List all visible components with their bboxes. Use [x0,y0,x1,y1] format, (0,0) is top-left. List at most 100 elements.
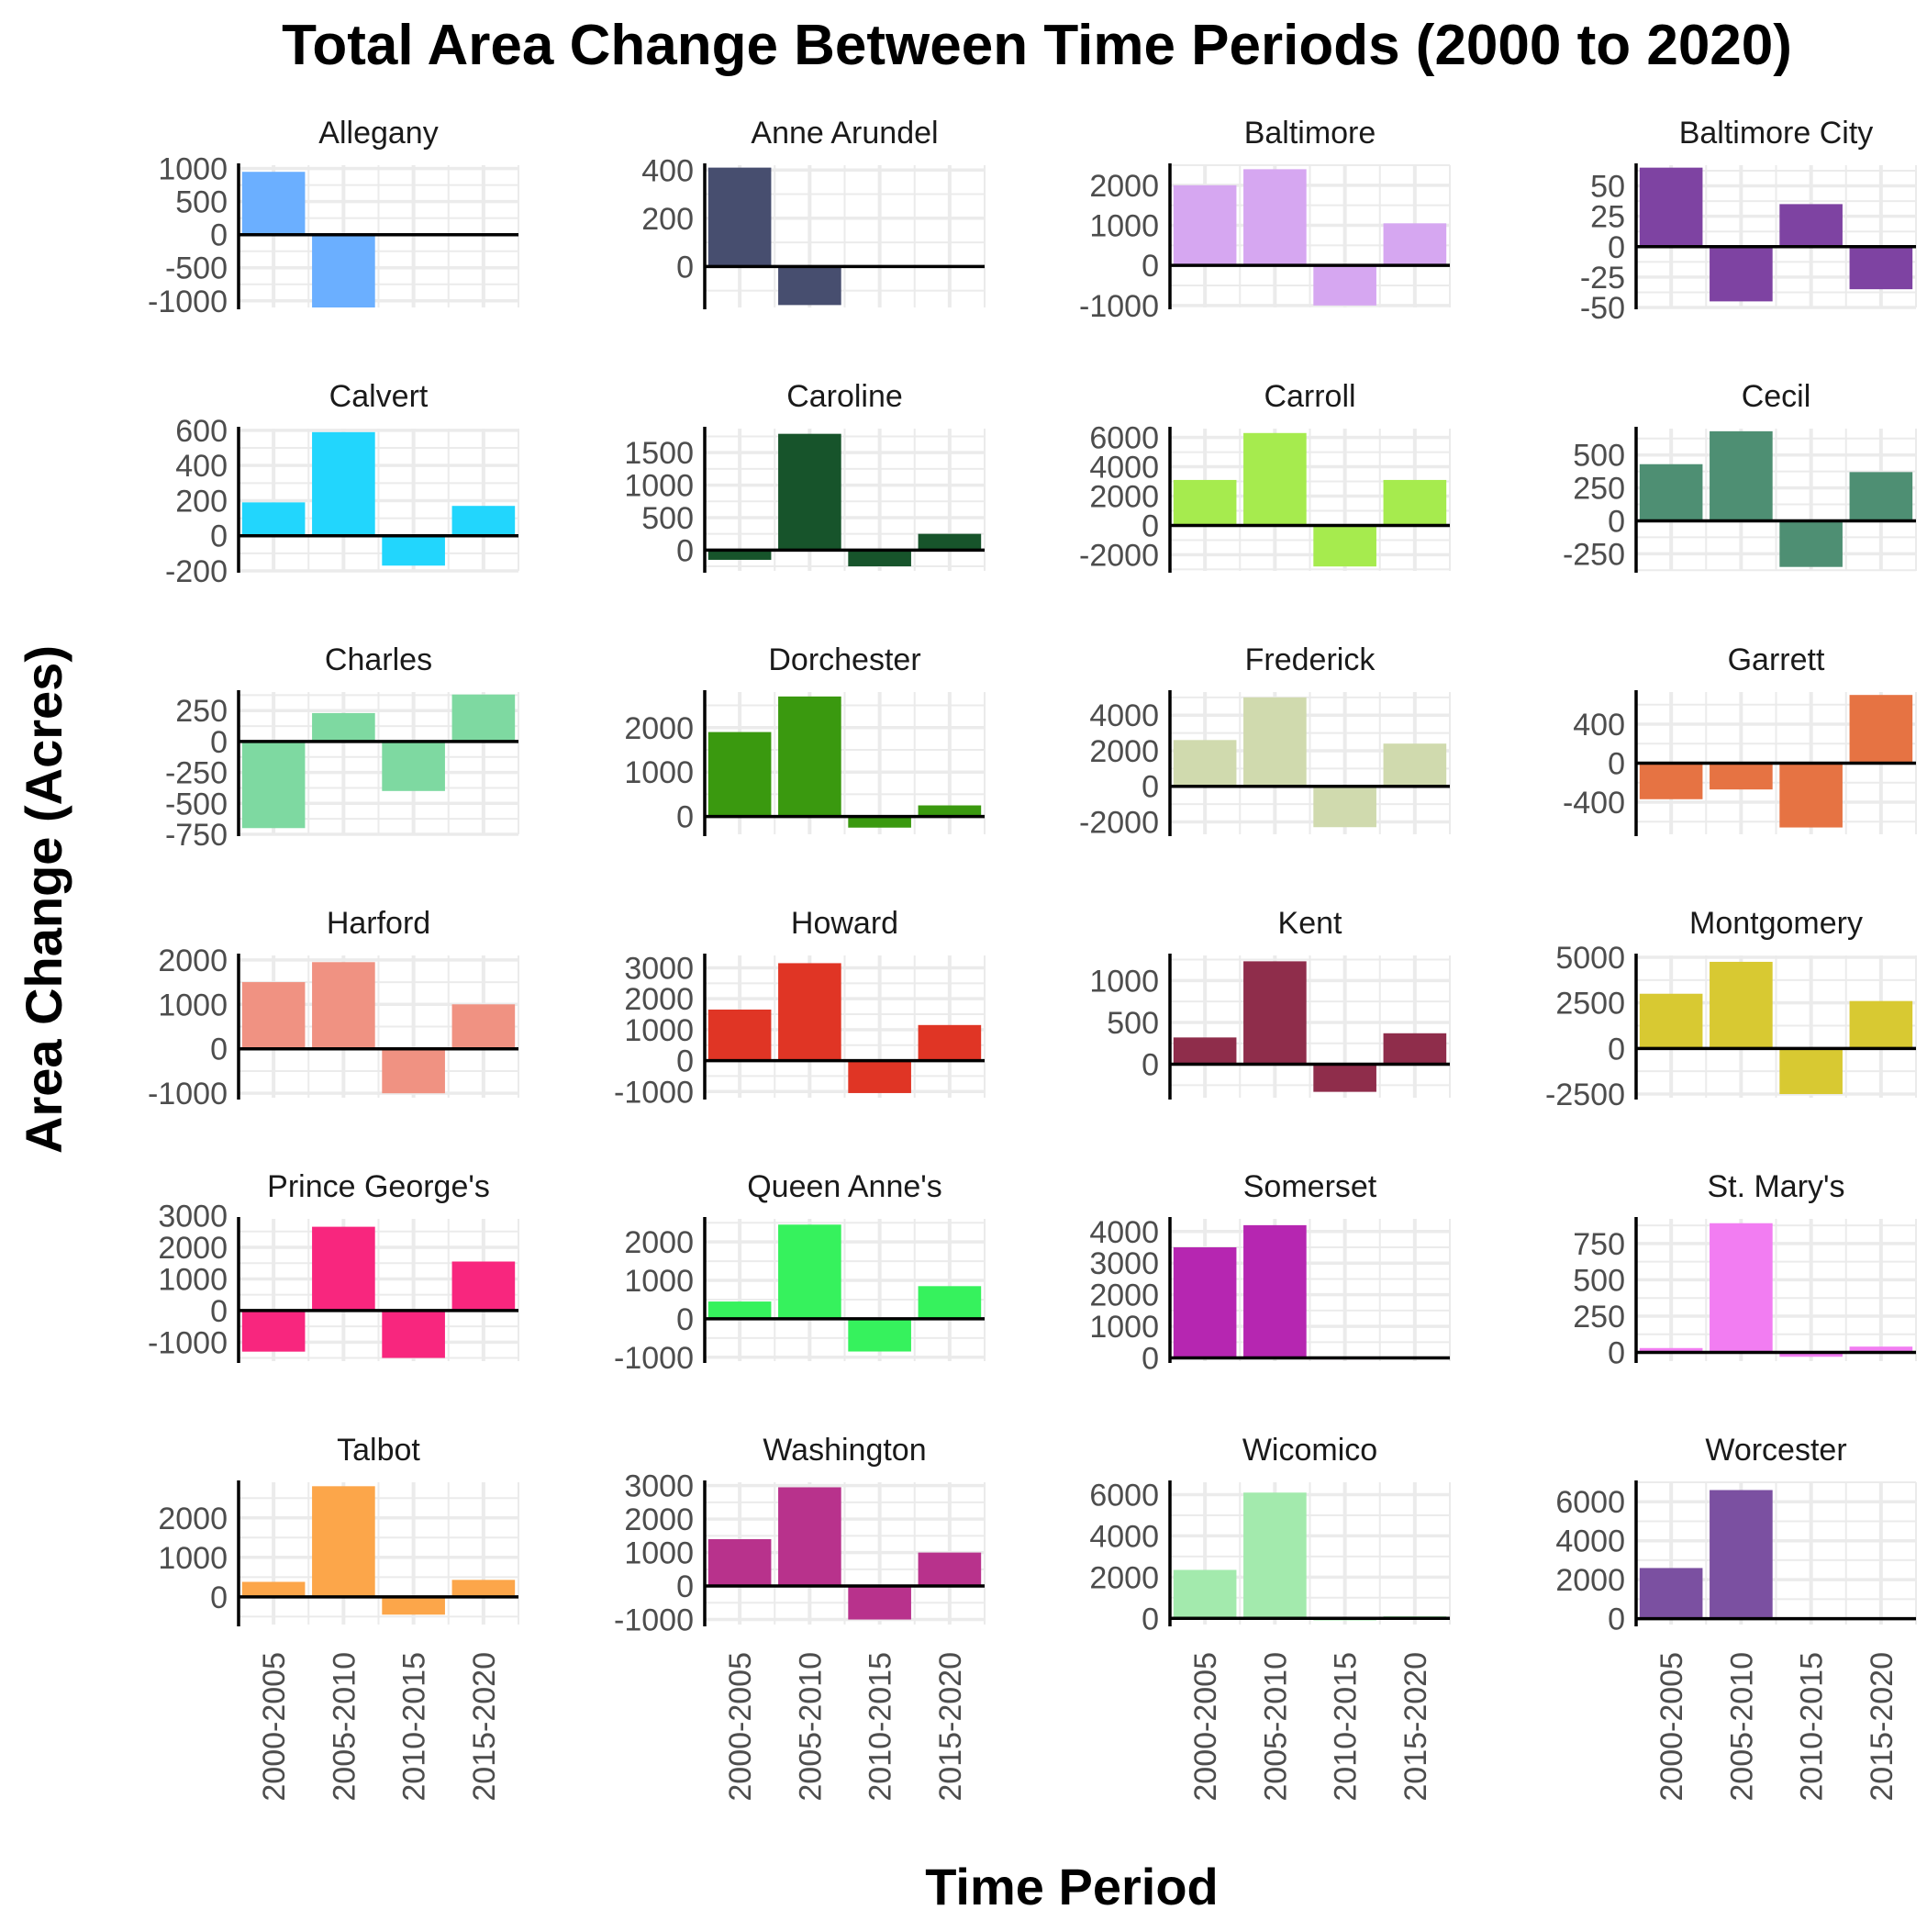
y-tick-label: 5000 [1555,941,1625,976]
bar-washington-2015-2020 [918,1552,982,1587]
bar-calvert-2010-2015 [382,535,445,566]
y-tick-label: -2000 [1079,805,1159,840]
y-tick-label: 1000 [158,152,228,187]
y-tick-label: -50 [1580,291,1625,326]
panel-title: Anne Arundel [751,116,938,151]
y-tick-label: 0 [1142,508,1159,543]
bar-prince-george-s-2005-2010 [312,1226,375,1311]
y-tick-label: 3000 [158,1200,228,1234]
x-tick-label: 2015-2020 [1865,1652,1899,1802]
bar-howard-2015-2020 [918,1024,982,1061]
y-tick-label: 0 [676,1569,694,1604]
y-tick-label: 1000 [624,1013,694,1048]
y-tick-label: 0 [1142,770,1159,805]
y-tick-label: 0 [676,533,694,568]
panel-title: Baltimore City [1679,116,1874,151]
x-tick-label: 2000-2005 [257,1652,292,1802]
y-tick-label: 6000 [1089,421,1159,456]
panel-title: Prince George's [267,1169,490,1204]
panel-title: Allegany [318,116,438,151]
bar-harford-2010-2015 [382,1048,445,1094]
bar-wicomico-2000-2005 [1173,1569,1237,1619]
bar-frederick-2010-2015 [1313,786,1376,828]
bar-baltimore-2010-2015 [1313,265,1376,306]
panel-title: Dorchester [768,642,920,677]
panel-title: Harford [327,906,430,941]
y-tick-label: 1000 [624,1264,694,1299]
bar-worcester-2000-2005 [1639,1568,1703,1619]
y-tick-label: -2000 [1079,538,1159,573]
y-tick-label: 1000 [624,1536,694,1571]
y-tick-label: 750 [1573,1227,1625,1262]
bar-talbot-2010-2015 [382,1596,445,1615]
y-tick-label: 200 [641,202,694,237]
bar-kent-2000-2005 [1173,1037,1237,1065]
y-tick-label: 0 [676,800,694,835]
y-tick-label: 0 [1608,1336,1625,1371]
bar-washington-2005-2010 [778,1487,841,1587]
y-tick-label: 600 [175,414,228,449]
y-tick-label: 2000 [624,982,694,1017]
y-tick-label: 25 [1590,200,1625,235]
bar-allegany-2005-2010 [312,234,375,307]
bar-baltimore-city-2015-2020 [1849,246,1913,290]
bar-garrett-2015-2020 [1849,695,1913,764]
y-tick-label: 1000 [158,1262,228,1297]
y-tick-label: 1000 [158,1541,228,1576]
bar-talbot-2015-2020 [451,1580,516,1597]
panel-talbot: Talbot 2000 1000 0 2000-2005 2005-2010 2010-20… [158,1433,519,1802]
bar-garrett-2000-2005 [1639,763,1703,799]
bar-howard-2010-2015 [848,1060,911,1093]
y-tick-label: 500 [1573,439,1625,474]
x-tick-label: 2000-2005 [1188,1652,1223,1802]
y-tick-label: 2000 [624,1502,694,1537]
y-tick-label: 400 [641,153,694,188]
panel-dorchester: Dorchester 2000 1000 0 [624,642,986,836]
bar-prince-george-s-2015-2020 [451,1261,516,1311]
y-tick-label: 500 [641,501,694,536]
panel-title: Howard [791,906,898,941]
y-tick-label: 0 [210,1294,228,1329]
x-tick-label: 2005-2010 [1258,1652,1293,1802]
panel-title: Washington [763,1433,926,1468]
y-tick-label: -1000 [614,1603,694,1638]
y-tick-label: 200 [175,484,228,519]
y-axis-title: Area Change (Acres) [15,645,72,1154]
bar-harford-2015-2020 [451,1004,516,1049]
y-tick-label: 0 [1608,504,1625,539]
bar-baltimore-2005-2010 [1243,169,1307,266]
y-tick-label: 1000 [1089,208,1159,243]
chart-title: Total Area Change Between Time Periods (… [282,14,1792,77]
y-tick-label: 250 [175,694,228,729]
y-tick-label: 4000 [1555,1524,1625,1559]
y-tick-label: 500 [1107,1006,1159,1041]
x-tick-label: 2015-2020 [1398,1652,1433,1802]
y-tick-label: 2500 [1555,987,1625,1022]
y-tick-label: 0 [1608,230,1625,265]
panel-title: Queen Anne's [747,1169,942,1204]
y-tick-label: -1000 [148,1077,228,1111]
bar-washington-2000-2005 [707,1539,772,1587]
y-tick-label: 500 [175,185,228,220]
y-tick-label: 0 [1142,1048,1159,1083]
panel-title: Kent [1278,906,1342,941]
y-tick-label: 1000 [1089,1310,1159,1345]
bar-anne-arundel-2005-2010 [778,266,841,306]
panel-kent: Kent 1000 500 0 [1089,906,1451,1100]
x-tick-label: 2010-2015 [1795,1652,1830,1802]
x-tick-label: 2010-2015 [863,1652,898,1802]
bar-carroll-2005-2010 [1243,432,1307,526]
y-tick-label: 3000 [624,1469,694,1504]
bar-carroll-2010-2015 [1313,525,1376,567]
x-tick-label: 2010-2015 [1329,1652,1364,1802]
bar-baltimore-city-2005-2010 [1710,246,1773,302]
y-tick-label: -250 [165,756,228,791]
bar-baltimore-city-2000-2005 [1639,167,1703,247]
bar-baltimore-2015-2020 [1383,223,1447,266]
x-tick-label: 2000-2005 [723,1652,758,1802]
y-tick-label: 6000 [1089,1478,1159,1513]
